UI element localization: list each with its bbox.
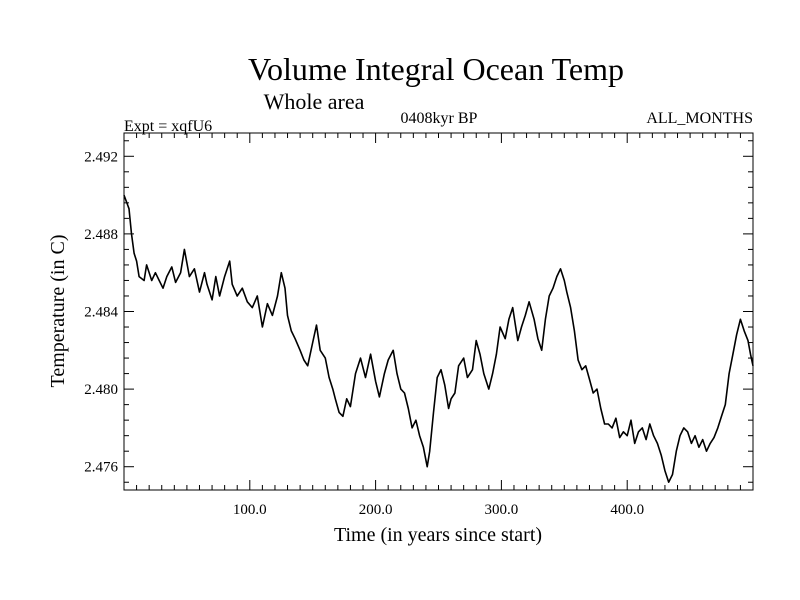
x-tick-label: 400.0 <box>610 502 644 518</box>
x-axis-ticks: 100.0 200.0 300.0 400.0 <box>233 133 644 518</box>
months-label: ALL_MONTHS <box>646 110 753 127</box>
y-axis-label: Temperature (in C) <box>47 235 69 388</box>
x-axis-label: Time (in years since start) <box>334 524 542 546</box>
chart-subtitle: Whole area <box>264 89 365 114</box>
x-tick-label: 100.0 <box>233 502 267 518</box>
y-tick-label: 2.480 <box>84 382 118 398</box>
temperature-series-line <box>123 194 754 483</box>
y-tick-label: 2.476 <box>84 460 118 476</box>
y-tick-label: 2.484 <box>84 305 118 321</box>
x-tick-label: 300.0 <box>485 502 519 518</box>
expt-label: Expt = xqfU6 <box>124 118 212 135</box>
chart-title: Volume Integral Ocean Temp <box>248 51 624 87</box>
minor-ticks <box>124 133 753 490</box>
plot-frame <box>123 132 754 491</box>
period-label: 0408kyr BP <box>401 110 478 127</box>
y-axis-ticks: 2.476 2.480 2.484 2.488 2.492 <box>84 149 753 476</box>
y-tick-label: 2.488 <box>84 227 118 243</box>
y-tick-label: 2.492 <box>84 149 118 165</box>
x-tick-label: 200.0 <box>359 502 393 518</box>
